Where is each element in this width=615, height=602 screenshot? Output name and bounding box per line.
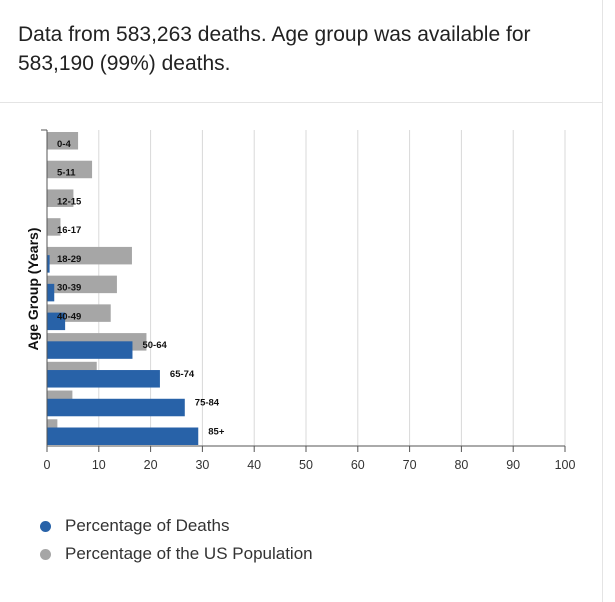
bar-population bbox=[47, 132, 79, 150]
chart-summary: Data from 583,263 deaths. Age group was … bbox=[18, 23, 531, 75]
category-label: 5-11 bbox=[57, 168, 76, 179]
category-label: 18-29 bbox=[57, 254, 81, 265]
x-tick-label: 30 bbox=[195, 458, 209, 472]
x-tick-label: 50 bbox=[299, 458, 313, 472]
bar-deaths bbox=[47, 341, 133, 359]
bar-population bbox=[47, 160, 93, 179]
x-tick-label: 60 bbox=[351, 458, 365, 472]
bar-deaths bbox=[47, 283, 55, 302]
legend-item-population[interactable]: Percentage of the US Population bbox=[40, 540, 313, 568]
bar-population bbox=[47, 189, 74, 207]
x-tick-label: 70 bbox=[403, 458, 417, 472]
category-label: 50-64 bbox=[142, 340, 167, 351]
legend-label-deaths: Percentage of Deaths bbox=[65, 516, 230, 535]
bar-deaths bbox=[47, 427, 199, 445]
y-axis-label: Age Group (Years) bbox=[25, 228, 41, 351]
x-tick-label: 90 bbox=[506, 458, 520, 472]
legend-label-population: Percentage of the US Population bbox=[65, 544, 313, 563]
x-tick-label: 100 bbox=[555, 458, 576, 472]
legend-dot-deaths bbox=[40, 520, 51, 532]
legend-item-deaths[interactable]: Percentage of Deaths bbox=[40, 512, 313, 540]
panel-border bbox=[602, 0, 603, 602]
x-tick-label: 40 bbox=[247, 458, 261, 472]
legend-dot-population bbox=[40, 548, 51, 560]
bar-deaths bbox=[47, 370, 160, 388]
bar-deaths bbox=[47, 312, 66, 331]
category-label: 16-17 bbox=[57, 225, 81, 236]
category-label: 65-74 bbox=[170, 369, 195, 380]
bar-population bbox=[47, 218, 61, 236]
category-label: 40-49 bbox=[57, 311, 81, 322]
category-label: 12-15 bbox=[57, 196, 82, 207]
bar-deaths bbox=[47, 398, 185, 417]
chart-legend: Percentage of Deaths Percentage of the U… bbox=[40, 512, 313, 568]
chart-header: Data from 583,263 deaths. Age group was … bbox=[0, 0, 602, 103]
x-tick-label: 10 bbox=[92, 458, 106, 472]
category-label: 75-84 bbox=[195, 398, 220, 409]
bar-population bbox=[47, 275, 117, 294]
x-tick-label: 0 bbox=[44, 458, 51, 472]
x-tick-label: 80 bbox=[454, 458, 468, 472]
category-label: 30-39 bbox=[57, 283, 81, 294]
bar-deaths bbox=[47, 255, 50, 273]
bar-chart: 0-4 5-11 12-15 16-17 18-29 30-39 40-49 50-64 65-… bbox=[25, 129, 576, 472]
category-label: 85+ bbox=[208, 426, 225, 437]
x-tick-label: 20 bbox=[144, 458, 158, 472]
category-label: 0-4 bbox=[57, 139, 71, 150]
bar-population bbox=[47, 246, 132, 265]
